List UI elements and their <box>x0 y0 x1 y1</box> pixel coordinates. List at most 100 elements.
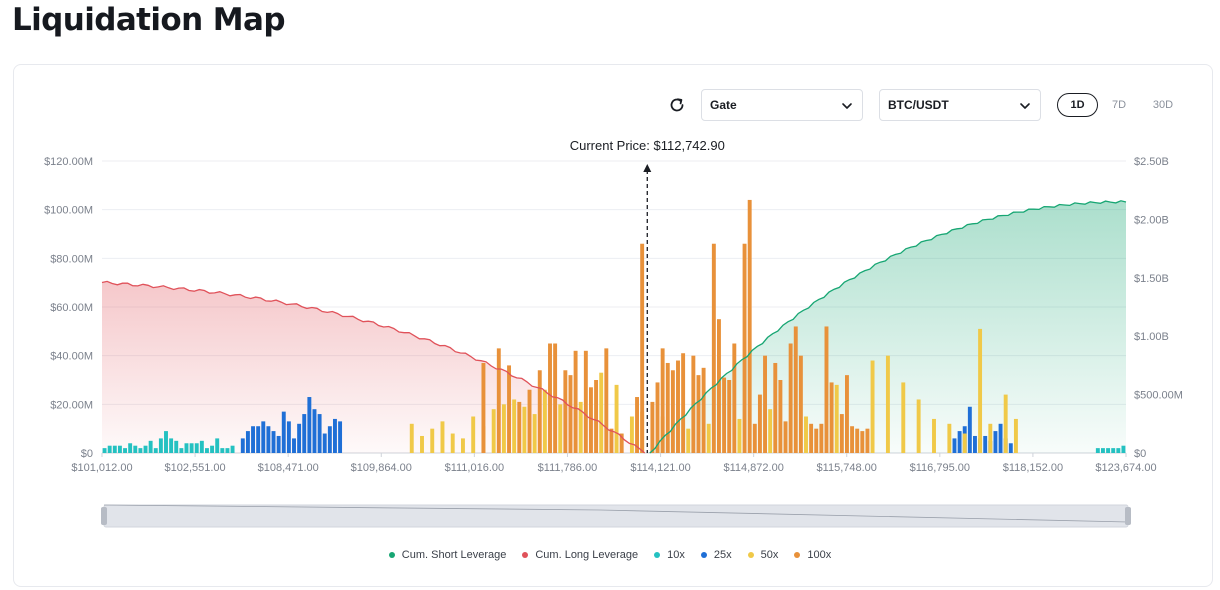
exchange-select-value: Gate <box>710 98 737 112</box>
x-tick-label: $102,551.00 <box>165 462 226 474</box>
bar-10x <box>158 438 163 453</box>
range-tab-7d[interactable]: 7D <box>1111 99 1127 111</box>
legend-dot <box>747 552 754 558</box>
axes: $0 $20.00M $40.00M $60.00M $80.00M $100.00M $1… <box>44 156 1183 474</box>
bar-100x <box>824 326 829 453</box>
y-right-tick-label: $2.50B <box>1134 156 1169 168</box>
range-tab-1d[interactable]: 1D <box>1057 93 1098 117</box>
navigator-left-handle[interactable] <box>101 507 107 525</box>
bar-10x <box>1121 445 1126 453</box>
bar-100x <box>778 380 783 453</box>
cumulative-areas <box>102 200 1126 453</box>
bar-100x <box>481 362 486 453</box>
exchange-select[interactable]: Gate <box>701 89 863 121</box>
bar-50x <box>558 404 563 453</box>
bar-100x <box>496 348 501 453</box>
current-price-label: Current Price: $112,742.90 <box>570 138 725 153</box>
bar-50x <box>916 399 921 453</box>
bar-50x <box>501 404 506 453</box>
range-navigator[interactable] <box>101 504 1131 528</box>
bar-50x <box>542 389 547 453</box>
refresh-icon <box>670 98 684 112</box>
x-tick-label: $111,016.00 <box>445 462 505 474</box>
bar-50x <box>599 372 604 453</box>
x-tick-label: $118,152.00 <box>1003 462 1063 474</box>
bar-100x <box>829 382 834 453</box>
bar-100x <box>850 426 855 453</box>
long-leverage-line <box>101 280 646 454</box>
bar-50x <box>430 428 435 453</box>
bar-100x <box>809 423 814 453</box>
bar-10x <box>189 443 194 453</box>
bar-50x <box>737 418 742 453</box>
legend-dot <box>388 552 395 558</box>
bar-50x <box>962 433 967 453</box>
bar-10x <box>1101 448 1105 453</box>
legend-item-10x[interactable]: 10x <box>654 549 685 561</box>
pair-select[interactable]: BTC/USDT <box>879 89 1041 121</box>
bar-25x <box>240 438 245 453</box>
chart-legend: Cum. Short Leverage Cum. Long Leverage 1… <box>0 549 1220 561</box>
y-left-tick-label: $80.00M <box>50 253 93 265</box>
legend-label: 100x <box>807 549 832 561</box>
bar-100x <box>660 348 665 453</box>
legend-item-100x[interactable]: 100x <box>794 549 831 561</box>
bar-100x <box>701 367 706 453</box>
bar-25x <box>327 426 332 453</box>
bar-100x <box>860 431 865 453</box>
legend-item-long[interactable]: Cum. Long Leverage <box>522 549 638 561</box>
bar-100x <box>711 243 716 453</box>
bar-10x <box>143 445 148 453</box>
bar-100x <box>665 362 670 453</box>
bar-100x <box>814 428 819 453</box>
y-left-tick-label: $0 <box>81 448 93 460</box>
navigator-preview-line <box>103 504 1129 523</box>
y-left-tick-label: $120.00M <box>44 156 93 168</box>
bar-100x <box>670 370 675 453</box>
bar-50x <box>522 406 527 453</box>
x-tick-label: $123,674.00 <box>1095 462 1156 474</box>
refresh-button[interactable] <box>667 95 687 115</box>
range-tab-30d[interactable]: 30D <box>1152 99 1174 111</box>
bar-10x <box>133 445 138 453</box>
bar-50x <box>440 421 445 453</box>
current-price-arrow <box>643 164 652 172</box>
bar-100x <box>798 355 803 453</box>
bar-100x <box>604 348 609 453</box>
bar-25x <box>952 438 957 453</box>
y-left-tick-label: $100.00M <box>44 205 93 217</box>
legend-item-25x[interactable]: 25x <box>700 549 732 561</box>
x-tick-label: $111,786.00 <box>538 462 598 474</box>
bar-100x <box>773 362 778 453</box>
bar-10x <box>153 448 158 453</box>
legend-item-50x[interactable]: 50x <box>747 549 778 561</box>
bar-50x <box>932 418 936 453</box>
bar-10x <box>138 448 143 453</box>
bar-25x <box>256 426 261 453</box>
bar-10x <box>148 440 153 453</box>
bar-50x <box>512 399 517 453</box>
x-tick-label: $101,012.00 <box>71 462 132 474</box>
bar-100x <box>757 394 762 453</box>
bar-25x <box>251 426 255 453</box>
bar-100x <box>819 423 824 453</box>
bar-100x <box>788 343 793 453</box>
bar-100x <box>691 355 696 453</box>
y-right-tick-label: $2.00B <box>1134 214 1169 226</box>
bar-25x <box>271 431 276 453</box>
bar-25x <box>333 418 337 453</box>
bar-50x <box>461 438 465 453</box>
navigator-right-handle[interactable] <box>1125 507 1131 525</box>
bar-100x <box>553 343 558 453</box>
page-title: Liquidation Map <box>12 2 286 38</box>
legend-label: 10x <box>667 549 685 561</box>
bar-10x <box>174 440 179 453</box>
legend-label: Cum. Short Leverage <box>401 549 507 561</box>
bar-50x <box>491 409 496 453</box>
bar-10x <box>123 448 127 453</box>
legend-dot <box>794 552 801 558</box>
legend-item-short[interactable]: Cum. Short Leverage <box>388 549 507 561</box>
bar-100x <box>507 365 511 453</box>
bar-25x <box>983 435 988 453</box>
